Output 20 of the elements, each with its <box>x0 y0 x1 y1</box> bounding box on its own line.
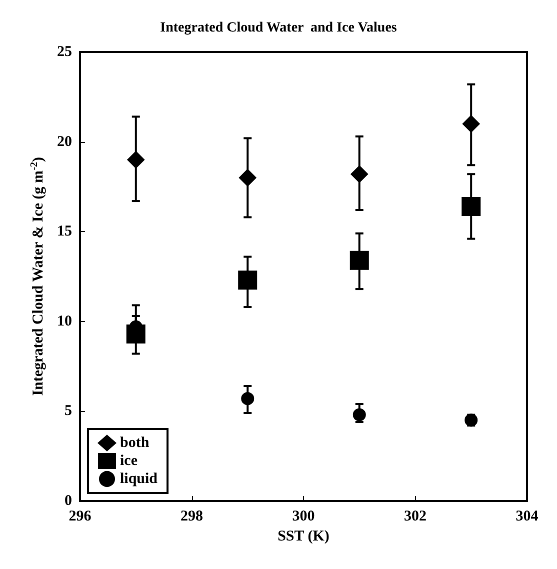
y-tick-label: 5 <box>64 403 72 420</box>
x-tick-label: 302 <box>404 508 426 524</box>
legend-label: ice <box>120 453 138 469</box>
y-tick-label: 10 <box>57 313 72 330</box>
x-tick-label: 298 <box>180 508 203 524</box>
legend-label: both <box>120 435 150 451</box>
chart-title: Integrated Cloud Water and Ice Values <box>160 20 398 36</box>
y-tick-label: 15 <box>57 224 72 240</box>
x-tick-label: 296 <box>68 508 92 524</box>
y-tick-label: 20 <box>57 134 72 150</box>
y-tick-label: 0 <box>64 493 72 509</box>
legend-label: liquid <box>120 471 158 487</box>
point <box>350 250 369 270</box>
point <box>462 196 481 216</box>
x-tick-label: 304 <box>516 508 539 524</box>
y-axis-title: Integrated Cloud Water & Ice (g m-2) <box>29 156 47 396</box>
point <box>238 270 258 290</box>
x-axis-title: SST (K) <box>278 528 330 544</box>
y-tick-label: 25 <box>57 44 72 60</box>
x-tick-label: 300 <box>292 508 315 524</box>
